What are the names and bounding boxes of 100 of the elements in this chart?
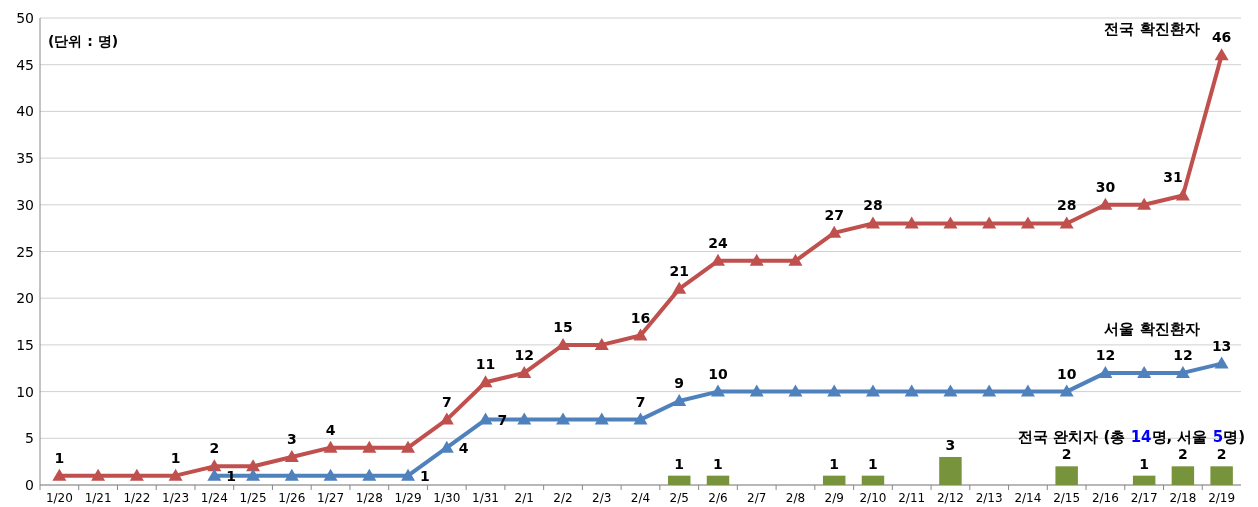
y-tick-label: 35 — [16, 150, 34, 167]
x-tick-label: 2/5 — [669, 491, 689, 505]
point — [517, 365, 532, 378]
point — [710, 384, 725, 397]
x-tick-label: 2/18 — [1169, 491, 1197, 505]
data-label: 1 — [226, 467, 237, 484]
bar — [861, 475, 885, 485]
data-label: 1 — [868, 455, 878, 472]
point — [1137, 365, 1152, 378]
point — [168, 468, 183, 481]
data-label: 24 — [708, 234, 728, 251]
point — [865, 216, 880, 229]
point — [1137, 197, 1152, 210]
data-label: 21 — [669, 262, 689, 279]
data-label: 4 — [325, 421, 336, 438]
x-tick-label: 2/13 — [975, 491, 1003, 505]
data-label: 2 — [1061, 446, 1072, 463]
point — [749, 384, 764, 397]
bar — [939, 456, 962, 485]
data-label: 1 — [829, 455, 840, 472]
point — [594, 337, 609, 350]
data-label: 7 — [497, 411, 508, 428]
data-label: 12 — [514, 346, 535, 363]
data-label: 1 — [674, 455, 685, 472]
data-label: 2 — [209, 440, 220, 457]
point — [1059, 384, 1074, 397]
bar — [1171, 466, 1195, 485]
x-tick-label: 2/19 — [1208, 491, 1236, 505]
x-tick-label: 2/9 — [824, 491, 844, 505]
point — [1175, 365, 1190, 378]
y-tick-label: 10 — [16, 383, 34, 400]
point — [478, 375, 493, 388]
data-label: 10 — [708, 365, 728, 382]
x-tick-label: 1/23 — [162, 491, 190, 505]
annotation: (단위 : 명) — [48, 33, 119, 49]
x-tick-label: 2/12 — [936, 491, 964, 505]
x-tick-label: 2/6 — [708, 491, 728, 505]
y-tick-label: 40 — [16, 103, 34, 120]
data-label: 4 — [458, 439, 469, 456]
point — [129, 468, 144, 481]
bar — [706, 475, 730, 485]
x-tick-label: 2/2 — [553, 491, 573, 505]
data-label: 12 — [1173, 346, 1193, 363]
point — [788, 384, 803, 397]
x-tick-label: 2/11 — [898, 491, 926, 505]
point — [91, 468, 106, 481]
y-tick-label: 0 — [25, 477, 34, 493]
data-label: 16 — [630, 309, 651, 326]
point — [517, 412, 532, 425]
point — [865, 384, 880, 397]
y-tick-label: 30 — [16, 196, 34, 213]
x-tick-label: 2/7 — [747, 491, 767, 505]
point — [52, 468, 67, 481]
point — [323, 440, 338, 453]
point — [1059, 216, 1074, 229]
point — [401, 468, 416, 481]
x-tick-label: 1/26 — [278, 491, 306, 505]
point — [207, 459, 222, 472]
x-tick-label: 2/15 — [1053, 491, 1081, 505]
point — [246, 459, 261, 472]
x-tick-label: 1/29 — [394, 491, 422, 505]
data-label: 3 — [286, 430, 297, 447]
data-label: 46 — [1211, 29, 1232, 46]
point — [362, 468, 377, 481]
y-tick-label: 50 — [16, 10, 34, 26]
x-tick-label: 1/21 — [84, 491, 112, 505]
data-label: 11 — [475, 356, 496, 373]
data-label: 31 — [1163, 169, 1183, 186]
point — [672, 281, 687, 294]
point — [556, 337, 571, 350]
point — [943, 384, 958, 397]
data-label: 15 — [553, 318, 573, 335]
x-tick-label: 2/17 — [1130, 491, 1158, 505]
y-tick-label: 20 — [16, 290, 34, 307]
point — [710, 253, 725, 266]
x-tick-label: 1/24 — [200, 491, 228, 505]
point — [1214, 48, 1229, 61]
data-label: 1 — [170, 449, 181, 466]
x-tick-label: 1/30 — [433, 491, 461, 505]
point — [904, 216, 919, 229]
data-label: 30 — [1095, 178, 1116, 195]
bar — [1055, 466, 1078, 485]
series-label: 서울 확진환자 — [1104, 319, 1200, 338]
data-label: 12 — [1095, 346, 1116, 363]
data-label: 13 — [1211, 337, 1232, 354]
data-label: 1 — [1139, 455, 1150, 472]
point — [982, 216, 997, 229]
x-tick-label: 2/8 — [785, 491, 806, 505]
point — [827, 384, 842, 397]
bar — [822, 475, 846, 485]
data-label: 3 — [945, 436, 956, 453]
data-label: 10 — [1056, 365, 1077, 382]
series-label: 전국 완치자 (총 14명, 서울 5명) — [1018, 428, 1245, 447]
data-label: 1 — [54, 449, 65, 466]
point — [943, 216, 958, 229]
point — [1098, 197, 1113, 210]
point — [904, 384, 919, 397]
point — [788, 253, 803, 266]
y-tick-label: 5 — [25, 430, 34, 447]
data-label: 28 — [863, 197, 883, 214]
